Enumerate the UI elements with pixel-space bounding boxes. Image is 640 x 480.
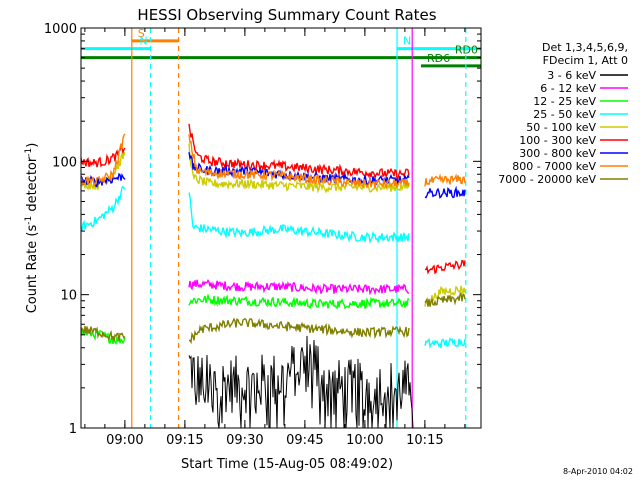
legend-entry-12-25-kev: 12 - 25 keV — [533, 95, 596, 108]
series-line-100-300-kev — [424, 259, 466, 275]
series-line-7000-20000-kev — [80, 326, 126, 342]
series-line-100-300-kev — [188, 123, 410, 180]
x-tick-label: 09:45 — [286, 433, 323, 448]
series-line-800-7000-kev — [424, 173, 466, 187]
chart-title: HESSI Observing Summary Count Rates — [137, 6, 436, 24]
series-line-50-100-kev — [188, 143, 410, 194]
x-tick-label: 09:15 — [166, 433, 203, 448]
y-axis-ticks: 1 10 100 1000 — [44, 22, 481, 437]
legend-entry-7000-20000-kev: 7000 - 20000 keV — [498, 173, 596, 186]
series-line-25-50-kev — [188, 192, 410, 245]
legend-entry-6-12-kev: 6 - 12 keV — [540, 82, 596, 95]
series-line-3-6-kev — [188, 335, 414, 429]
series-line-7000-20000-kev — [189, 317, 410, 345]
legend-entry-3-6-kev: 3 - 6 keV — [547, 69, 596, 82]
series-25-50-kev — [80, 185, 466, 349]
x-tick-label: 09:00 — [106, 433, 143, 448]
legend-entry-100-300-kev: 100 - 300 keV — [519, 134, 596, 147]
series-7000-20000-kev — [80, 291, 466, 345]
series-line-7000-20000-kev — [424, 291, 466, 307]
series-layer — [80, 123, 466, 429]
x-tick-label: 09:30 — [226, 433, 263, 448]
vertical-markers — [131, 28, 467, 428]
series-line-300-800-kev — [188, 152, 410, 186]
legend-header-line-1: Det 1,3,4,5,6,9, — [542, 41, 628, 54]
legend-header-line-2: FDecim 1, Att 0 — [543, 54, 628, 67]
series-line-800-7000-kev — [188, 134, 410, 190]
y-axis-label: Count Rate (s-1 detector-1) — [24, 143, 40, 314]
legend-entry-800-7000-kev: 800 - 7000 keV — [512, 160, 596, 173]
y-tick-label: 100 — [52, 155, 77, 170]
series-line-25-50-kev — [80, 185, 126, 232]
series-line-12-25-kev — [188, 293, 410, 310]
generation-timestamp: 8-Apr-2010 04:02 — [563, 467, 633, 476]
series-3-6-kev — [188, 335, 414, 429]
series-line-50-100-kev — [424, 285, 466, 307]
flag-label-n: N — [403, 35, 411, 48]
plot-frame — [80, 27, 482, 429]
flag-label-n: N — [139, 35, 147, 48]
x-axis-ticks: 09:00 09:15 09:30 09:45 10:00 10:15 — [84, 28, 466, 448]
x-tick-label: 10:15 — [406, 433, 443, 448]
legend-entry-25-50-kev: 25 - 50 keV — [533, 108, 596, 121]
series-6-12-kev — [188, 279, 410, 296]
series-800-7000-kev — [80, 133, 466, 190]
legend-entry-300-800-kev: 300 - 800 keV — [519, 147, 596, 160]
flag-label-rd6: RD6 — [427, 52, 450, 65]
legend: Det 1,3,4,5,6,9, FDecim 1, Att 0 3 - 6 k… — [498, 41, 628, 186]
y-tick-label: 1000 — [44, 22, 77, 37]
y-tick-label: 10 — [60, 289, 77, 304]
flag-label-rd0: RD0 — [455, 44, 478, 57]
legend-entry-50-100-kev: 50 - 100 keV — [526, 121, 596, 134]
x-tick-label: 10:00 — [346, 433, 383, 448]
series-line-800-7000-kev — [80, 133, 126, 188]
series-line-300-800-kev — [424, 185, 466, 199]
y-tick-label: 1 — [69, 422, 77, 437]
series-line-6-12-kev — [188, 279, 410, 296]
x-axis-label: Start Time (15-Aug-05 08:49:02) — [181, 457, 393, 472]
flag-label-s: S — [138, 27, 145, 40]
series-line-25-50-kev — [424, 337, 466, 349]
